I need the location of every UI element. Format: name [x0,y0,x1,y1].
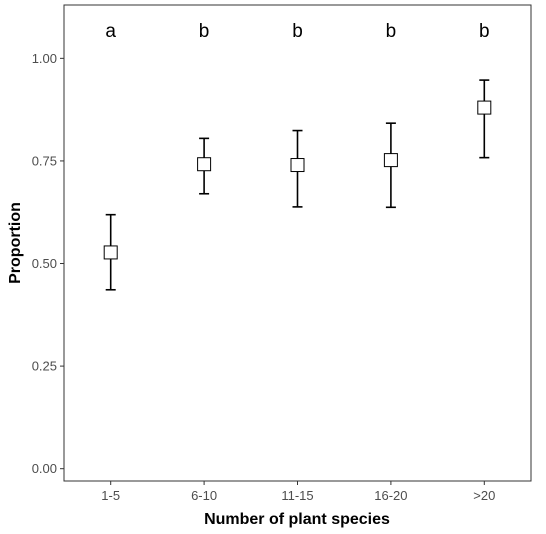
y-tick-label: 0.00 [32,461,57,476]
chart-marks: 0.00 0.25 0.50 0.75 1.00 1-5 6-10 11-15 16-20 >20… [32,21,496,503]
group-letter: b [479,21,490,42]
x-axis-title: Number of plant species [204,511,390,528]
group-letter: a [105,21,116,42]
data-point-marker [477,100,492,115]
data-point-marker [290,158,305,173]
y-tick-label: 0.75 [32,153,57,168]
x-tick-label: 16-20 [374,488,407,503]
panel-border [63,4,532,482]
y-tick-label: 1.00 [32,51,57,66]
y-axis-title: Proportion [7,202,24,284]
x-tick-label: 6-10 [191,488,217,503]
group-letter: b [292,21,303,42]
x-tick-label: 11-15 [281,488,313,503]
y-tick-label: 0.50 [32,256,57,271]
data-point-marker [103,245,118,260]
data-point-marker [197,157,212,172]
y-tick-label: 0.25 [32,359,57,374]
x-tick-label: 1-5 [101,488,120,503]
group-letter: b [386,21,397,42]
x-tick-label: >20 [473,488,495,503]
data-point-marker [383,153,398,168]
group-letter: b [199,21,210,42]
